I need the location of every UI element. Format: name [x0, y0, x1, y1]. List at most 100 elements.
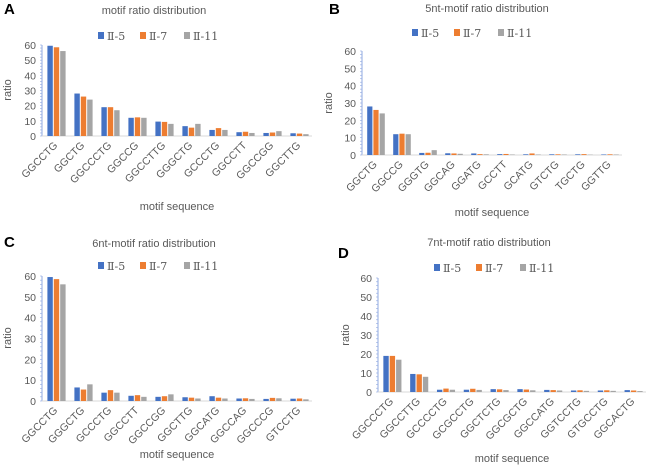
- chart-c-bar: [263, 398, 269, 401]
- chart-b-title: 5nt-motif ratio distribution: [425, 3, 549, 15]
- chart-c-bar: [168, 394, 174, 401]
- chart-d-legend-label: Ⅱ-5: [443, 262, 461, 275]
- chart-d-bar: [463, 389, 470, 392]
- chart-d-bar: [556, 390, 563, 392]
- chart-b-bar: [497, 154, 503, 155]
- chart-a-bar: [290, 133, 296, 136]
- chart-c-y-tick-label: 40: [24, 313, 36, 325]
- chart-c-bar: [215, 397, 222, 401]
- chart-c-bar: [209, 396, 215, 401]
- chart-b-y-tick-label: 10: [344, 133, 356, 145]
- chart-a-bar: [182, 126, 188, 136]
- chart-d-bar: [422, 376, 429, 392]
- chart-a-bar: [263, 132, 269, 136]
- chart-d-legend-swatch: [520, 264, 526, 271]
- chart-b-bar: [607, 154, 613, 155]
- chart-a-bar: [107, 107, 114, 136]
- chart-a-legend-label: Ⅱ-5: [107, 30, 125, 43]
- chart-c-bar: [141, 396, 147, 401]
- chart-a-bar: [242, 131, 249, 136]
- chart-b-bar: [561, 154, 567, 155]
- chart-d-legend-label: Ⅱ-11: [529, 262, 554, 275]
- chart-a-bar: [215, 128, 222, 136]
- chart-a-bar: [47, 45, 53, 137]
- chart-b-bar: [549, 154, 555, 155]
- chart-c-panel-label: C: [4, 234, 15, 251]
- chart-c-legend-swatch: [98, 262, 104, 269]
- chart-d-bar: [630, 390, 637, 392]
- chart-c-bar: [269, 397, 276, 401]
- chart-b-bar: [451, 153, 457, 155]
- chart-d-bar: [470, 388, 476, 392]
- chart-a-y-axis-title: ratio: [2, 79, 14, 100]
- chart-a-panel-label: A: [4, 1, 15, 18]
- chart-d-bar: [383, 355, 389, 392]
- chart-c-legend-swatch: [184, 262, 190, 269]
- chart-a-bar: [87, 99, 93, 136]
- chart-c-bar: [222, 398, 228, 401]
- chart-d-y-tick-label: 0: [366, 387, 372, 399]
- chart-d-y-tick-label: 60: [360, 273, 372, 285]
- chart-d-bar: [610, 390, 616, 392]
- chart-c-y-tick-label: 50: [24, 292, 36, 304]
- chart-d-bar: [550, 390, 556, 392]
- chart-a-y-tick-label: 10: [24, 116, 36, 128]
- chart-d-bar: [570, 390, 577, 392]
- chart-c-legend-label: Ⅱ-7: [149, 260, 167, 273]
- chart-a-bar: [269, 132, 276, 136]
- chart-b-y-tick-label: 20: [344, 115, 356, 127]
- chart-b-bar: [367, 106, 373, 155]
- chart-c-bar: [80, 389, 87, 401]
- chart-b-bar: [581, 154, 587, 155]
- chart-d-bar: [523, 389, 530, 392]
- chart-a-y-tick-label: 20: [24, 101, 36, 113]
- chart-b-bar: [425, 152, 431, 155]
- chart-b-y-tick-label: 30: [344, 98, 356, 110]
- chart-d-panel-label: D: [338, 245, 349, 262]
- chart-b-bar: [379, 113, 385, 155]
- chart-b-bar: [529, 153, 535, 155]
- chart-d-bar: [443, 388, 449, 392]
- chart-a-bar: [74, 93, 80, 136]
- chart-d-bar: [597, 390, 604, 392]
- chart-a-bar: [134, 117, 141, 136]
- chart-b-legend-swatch: [498, 29, 504, 36]
- chart-c-bar: [242, 398, 249, 401]
- chart-a-x-tick-label: GGCCTG: [19, 140, 60, 181]
- chart-d-bar: [530, 390, 536, 392]
- chart-b-y-axis-title: ratio: [323, 92, 335, 113]
- chart-a-legend-label: Ⅱ-11: [193, 30, 218, 43]
- chart-b-bar: [613, 154, 619, 155]
- chart-b-y-tick-label: 0: [350, 150, 356, 162]
- chart-a-title: motif ratio distribution: [102, 5, 207, 17]
- chart-a-bar: [114, 110, 120, 136]
- chart-a-y-tick-label: 50: [24, 55, 36, 67]
- chart-c-bar: [128, 395, 134, 401]
- chart-b-bar: [601, 154, 607, 155]
- chart-c-bar: [249, 398, 255, 401]
- chart-b-bar: [471, 153, 477, 155]
- chart-b-y-tick-label: 50: [344, 63, 356, 75]
- chart-d-legend-swatch: [434, 264, 440, 271]
- chart-d-y-tick-label: 50: [360, 292, 372, 304]
- chart-d-y-axis-title: ratio: [340, 324, 352, 345]
- chart-d-bar: [490, 389, 496, 392]
- chart-a-bar: [60, 51, 66, 136]
- chart-a-bar: [303, 134, 309, 136]
- chart-b-bar: [431, 150, 437, 155]
- chart-a-bar: [209, 129, 215, 136]
- chart-b-bar: [523, 154, 529, 155]
- chart-a-y-tick-label: 30: [24, 86, 36, 98]
- chart-d-bar: [396, 359, 402, 392]
- chart-b-bar: [555, 154, 561, 155]
- chart-a-bar: [249, 132, 255, 136]
- chart-c-bar: [161, 396, 168, 401]
- chart-b-y-tick-label: 40: [344, 81, 356, 93]
- chart-b-bar: [477, 154, 483, 155]
- chart-d-x-axis-title: motif sequence: [475, 453, 550, 465]
- chart-a-bar: [188, 127, 195, 136]
- chart-d-bar: [449, 389, 456, 392]
- chart-d-title: 7nt-motif ratio distribution: [427, 237, 551, 249]
- chart-b-bar: [535, 154, 541, 155]
- chart-c-bar: [107, 390, 114, 401]
